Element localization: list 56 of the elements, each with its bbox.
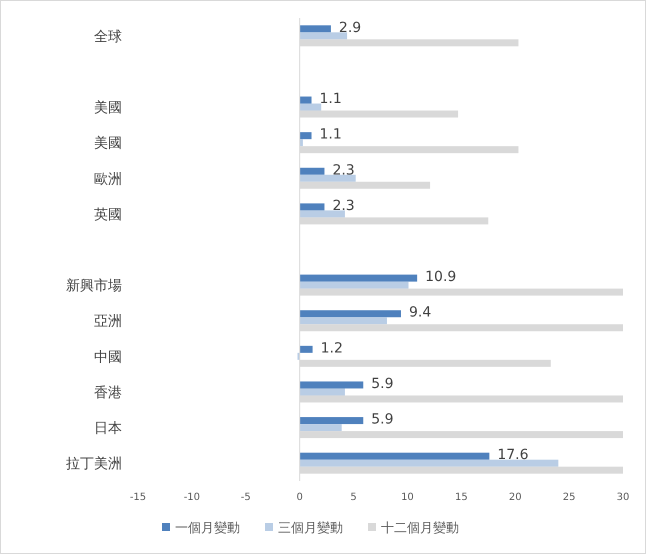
data-label: 10.9 xyxy=(425,269,456,286)
x-tick-label: -10 xyxy=(184,492,200,503)
y-tick-label: 歐洲 xyxy=(94,171,122,188)
y-tick-label: 英國 xyxy=(94,206,122,223)
bar xyxy=(300,282,409,289)
y-tick-label: 中國 xyxy=(94,349,122,366)
bar xyxy=(300,25,331,32)
bar xyxy=(300,132,312,140)
data-label: 9.4 xyxy=(408,304,432,321)
bar xyxy=(300,32,348,40)
data-label: 2.3 xyxy=(332,162,355,178)
x-tick-label: 0 xyxy=(296,492,303,503)
bar xyxy=(300,310,401,318)
data-label: 2.9 xyxy=(338,20,362,36)
x-tick-label: -15 xyxy=(130,492,146,503)
legend-label: 一個月變動 xyxy=(175,521,240,536)
bar xyxy=(300,274,418,282)
bar xyxy=(300,381,364,388)
x-tick-label: 25 xyxy=(562,492,576,503)
x-tick-label: -5 xyxy=(240,492,251,503)
bar xyxy=(300,210,345,218)
bar xyxy=(300,460,558,467)
legend-label: 十二個月變動 xyxy=(381,521,459,536)
y-tick-label: 美國 xyxy=(94,100,122,116)
x-tick-label: 5 xyxy=(350,492,357,503)
bar xyxy=(300,96,312,104)
data-label: 5.9 xyxy=(371,412,394,428)
x-tick-label: 30 xyxy=(616,492,630,503)
bar xyxy=(300,388,345,396)
y-tick-label: 全球 xyxy=(94,28,122,45)
bar xyxy=(300,104,322,111)
legend-label: 三個月變動 xyxy=(278,521,343,536)
data-label: 2.3 xyxy=(332,198,355,214)
bar xyxy=(300,452,490,460)
bar xyxy=(300,174,356,182)
bar xyxy=(300,168,324,175)
bar xyxy=(300,417,364,424)
y-tick-label: 香港 xyxy=(94,384,122,401)
x-tick-label: 10 xyxy=(401,492,414,503)
y-tick-label: 日本 xyxy=(94,420,122,437)
bar xyxy=(300,139,303,146)
data-label: 17.6 xyxy=(497,447,529,464)
y-tick-label: 亞洲 xyxy=(94,314,122,330)
y-tick-label: 新興市場 xyxy=(66,278,122,294)
bar xyxy=(300,424,342,432)
data-label: 1.1 xyxy=(320,91,342,108)
bar xyxy=(300,317,387,324)
bar xyxy=(300,346,313,353)
data-label: 5.9 xyxy=(371,376,394,392)
bar xyxy=(300,203,324,210)
x-tick-label: 15 xyxy=(454,492,468,503)
x-tick-label: 20 xyxy=(508,492,522,503)
data-label: 1.1 xyxy=(320,126,342,143)
y-tick-label: 拉丁美洲 xyxy=(66,456,122,472)
y-tick-label: 美國 xyxy=(94,136,122,152)
data-label: 1.2 xyxy=(320,340,343,356)
